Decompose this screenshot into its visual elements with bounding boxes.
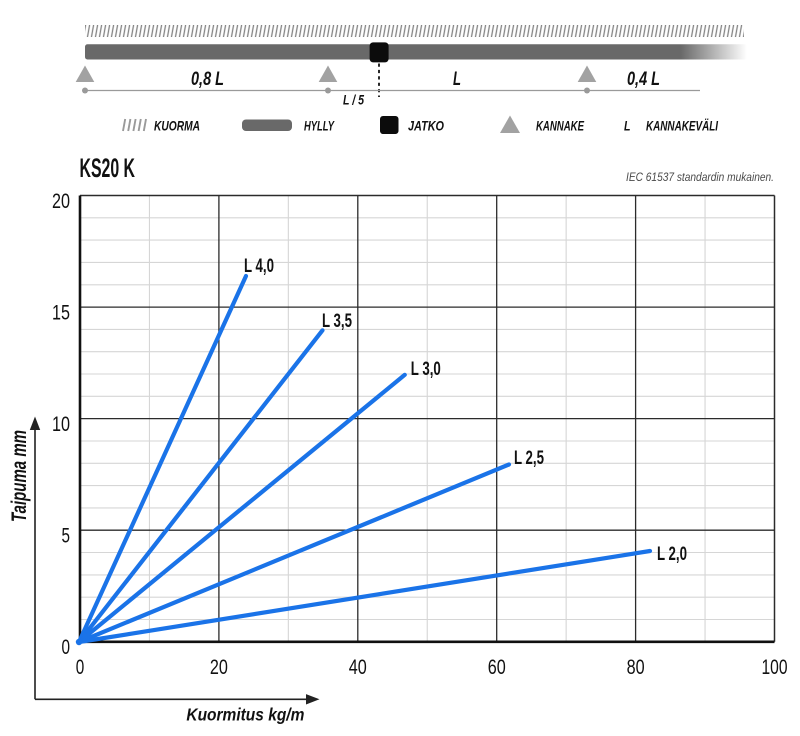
svg-text:KS20 K: KS20 K xyxy=(80,153,136,183)
svg-text:100: 100 xyxy=(762,655,788,679)
svg-text:40: 40 xyxy=(349,655,367,679)
svg-text:L: L xyxy=(453,69,461,90)
svg-text:IEC 61537 standardin mukainen.: IEC 61537 standardin mukainen. xyxy=(626,172,774,184)
svg-text:L: L xyxy=(624,118,631,134)
svg-text:L 3,0: L 3,0 xyxy=(411,358,441,380)
svg-text:JATKO: JATKO xyxy=(408,118,444,134)
svg-text:0: 0 xyxy=(62,635,71,659)
svg-text:60: 60 xyxy=(488,655,506,679)
svg-text:Taipuma mm: Taipuma mm xyxy=(8,430,31,522)
svg-text:L 3,5: L 3,5 xyxy=(322,310,352,332)
svg-text:KANNAKE: KANNAKE xyxy=(536,118,584,134)
svg-text:5: 5 xyxy=(62,524,71,548)
svg-text:0,4 L: 0,4 L xyxy=(627,69,660,90)
svg-text:L / 5: L / 5 xyxy=(343,93,364,108)
svg-text:L 4,0: L 4,0 xyxy=(244,255,274,277)
svg-text:80: 80 xyxy=(627,655,645,679)
svg-text:HYLLY: HYLLY xyxy=(304,118,335,134)
svg-text:KANNAKEVÄLI: KANNAKEVÄLI xyxy=(646,118,719,134)
svg-text:0,8 L: 0,8 L xyxy=(191,69,224,90)
svg-text:15: 15 xyxy=(52,300,70,324)
svg-text:10: 10 xyxy=(52,412,70,436)
svg-text:0: 0 xyxy=(76,655,85,679)
svg-text:Kuormitus kg/m: Kuormitus kg/m xyxy=(186,705,304,725)
svg-text:L 2,5: L 2,5 xyxy=(514,447,544,469)
svg-text:L 2,0: L 2,0 xyxy=(657,543,687,565)
svg-text:20: 20 xyxy=(52,189,70,213)
svg-text:20: 20 xyxy=(210,655,228,679)
svg-text:KUORMA: KUORMA xyxy=(154,118,200,134)
